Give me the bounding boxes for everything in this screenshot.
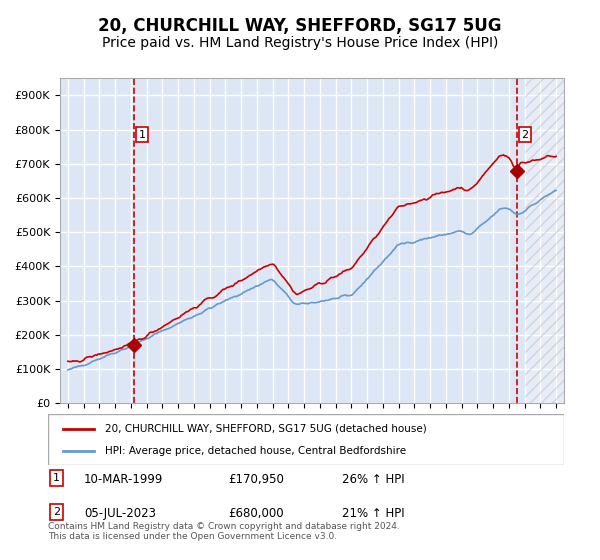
Text: 2: 2: [521, 130, 529, 139]
Text: 10-MAR-1999: 10-MAR-1999: [84, 473, 163, 486]
Text: 20, CHURCHILL WAY, SHEFFORD, SG17 5UG: 20, CHURCHILL WAY, SHEFFORD, SG17 5UG: [98, 17, 502, 35]
Text: 2: 2: [53, 507, 60, 517]
Text: Contains HM Land Registry data © Crown copyright and database right 2024.
This d: Contains HM Land Registry data © Crown c…: [48, 522, 400, 542]
Text: Price paid vs. HM Land Registry's House Price Index (HPI): Price paid vs. HM Land Registry's House …: [102, 36, 498, 50]
Text: £170,950: £170,950: [229, 473, 284, 486]
Text: 05-JUL-2023: 05-JUL-2023: [84, 507, 156, 520]
Text: 20, CHURCHILL WAY, SHEFFORD, SG17 5UG (detached house): 20, CHURCHILL WAY, SHEFFORD, SG17 5UG (d…: [105, 423, 427, 433]
Text: 26% ↑ HPI: 26% ↑ HPI: [342, 473, 405, 486]
FancyBboxPatch shape: [48, 414, 564, 465]
Text: 21% ↑ HPI: 21% ↑ HPI: [342, 507, 405, 520]
Text: HPI: Average price, detached house, Central Bedfordshire: HPI: Average price, detached house, Cent…: [105, 446, 406, 456]
Text: £680,000: £680,000: [229, 507, 284, 520]
Text: 1: 1: [139, 130, 146, 139]
Text: 1: 1: [53, 473, 60, 483]
Polygon shape: [524, 78, 564, 403]
